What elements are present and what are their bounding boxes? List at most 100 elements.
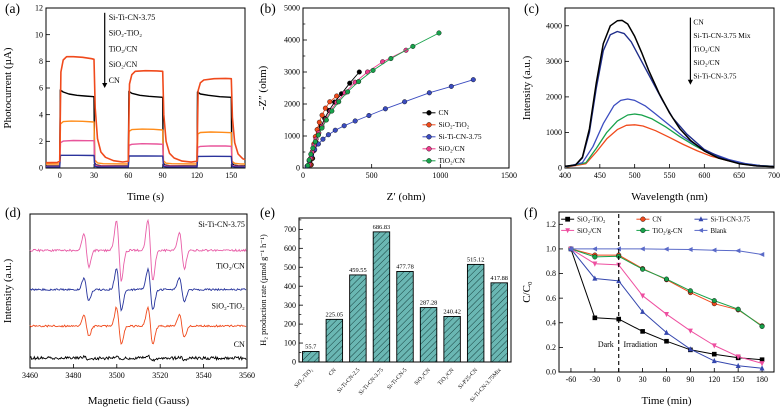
svg-text:SiO₂/CN: SiO₂/CN xyxy=(109,60,138,69)
svg-text:TiO₂/CN: TiO₂/CN xyxy=(216,262,245,271)
chart-f-degradation: -60 -30 0 30 60 90 120 150 180 0.0 0.2 0.4 0.6 0.8 1.0… xyxy=(521,211,775,407)
svg-text:Wavelength (nm): Wavelength (nm) xyxy=(631,191,708,203)
svg-text:SiO₂/CN: SiO₂/CN xyxy=(414,367,433,387)
svg-text:225.05: 225.05 xyxy=(326,311,344,318)
svg-text:1000: 1000 xyxy=(284,132,300,141)
svg-text:180: 180 xyxy=(756,375,768,384)
svg-text:60: 60 xyxy=(663,375,671,384)
svg-text:400: 400 xyxy=(559,171,571,180)
svg-text:120: 120 xyxy=(708,375,720,384)
svg-text:90: 90 xyxy=(159,171,167,180)
svg-text:0.2: 0.2 xyxy=(546,343,556,352)
svg-text:60: 60 xyxy=(124,171,132,180)
svg-text:3560: 3560 xyxy=(239,371,255,380)
svg-text:Si-Ti-CN-3.75: Si-Ti-CN-3.75 xyxy=(109,13,156,22)
svg-text:Si-Ti-CN-5: Si-Ti-CN-5 xyxy=(386,367,408,391)
svg-text:CN: CN xyxy=(328,367,338,378)
panel-d-epr-spectra: (d) 3460 3480 3500 3520 3540 3560 Magnetic fie… xyxy=(0,204,255,408)
svg-text:287.28: 287.28 xyxy=(420,300,438,307)
svg-text:500: 500 xyxy=(629,171,641,180)
svg-text:SiO₂-TiO₂: SiO₂-TiO₂ xyxy=(577,217,605,224)
svg-text:700: 700 xyxy=(284,225,296,234)
svg-text:TiO₂/CN: TiO₂/CN xyxy=(693,45,720,54)
svg-text:TiO₂/CN: TiO₂/CN xyxy=(109,44,138,53)
svg-text:0: 0 xyxy=(558,164,562,173)
svg-text:550: 550 xyxy=(664,171,676,180)
svg-text:1500: 1500 xyxy=(501,171,517,180)
svg-text:CN: CN xyxy=(109,76,120,85)
svg-text:500: 500 xyxy=(284,263,296,272)
svg-text:0: 0 xyxy=(39,164,43,173)
svg-text:CN: CN xyxy=(234,340,245,349)
svg-text:Time (s): Time (s) xyxy=(127,191,165,203)
svg-text:4000: 4000 xyxy=(546,21,562,30)
svg-text:0.4: 0.4 xyxy=(546,318,556,327)
svg-text:6: 6 xyxy=(39,84,43,93)
svg-text:C/C₀: C/C₀ xyxy=(521,281,533,303)
svg-text:4000: 4000 xyxy=(284,36,300,45)
svg-text:Irradiation: Irradiation xyxy=(624,340,658,349)
svg-text:0: 0 xyxy=(617,375,621,384)
svg-text:417.88: 417.88 xyxy=(490,275,508,282)
svg-text:300: 300 xyxy=(284,301,296,310)
panel-label-f: (f) xyxy=(524,205,538,220)
panel-c-pl-spectra: (c) 400 450 500 550 600 650 700 0 1000 2000 3000 40… xyxy=(519,0,782,204)
svg-text:-30: -30 xyxy=(589,375,600,384)
svg-text:SiO₂/CN: SiO₂/CN xyxy=(693,58,720,67)
svg-text:Dark: Dark xyxy=(598,340,614,349)
svg-text:Si-P25-CN: Si-P25-CN xyxy=(457,367,479,391)
svg-text:100: 100 xyxy=(284,339,296,348)
panel-f-degradation: (f) -60 -30 0 30 60 90 120 150 180 0.0 0.2 0.4 0.6 0.… xyxy=(519,204,782,408)
svg-text:SiO₂-TiO₂: SiO₂-TiO₂ xyxy=(212,302,246,311)
svg-text:Z′ (ohm): Z′ (ohm) xyxy=(387,191,426,203)
svg-text:0: 0 xyxy=(301,171,305,180)
svg-text:Si-Ti-CN-3.75 Mix: Si-Ti-CN-3.75 Mix xyxy=(693,31,751,40)
svg-text:Si-Ti-CN-2.5: Si-Ti-CN-2.5 xyxy=(336,367,361,394)
svg-text:0: 0 xyxy=(58,171,62,180)
chart-d-epr-spectra: 3460 3480 3500 3520 3540 3560 Magnetic field (… xyxy=(2,213,255,407)
svg-text:Si-Ti-CN-3.75: Si-Ti-CN-3.75 xyxy=(198,220,245,229)
svg-text:12: 12 xyxy=(35,4,43,13)
svg-text:Photocurrent (µA): Photocurrent (µA) xyxy=(2,47,14,129)
svg-text:SiO₂/CN: SiO₂/CN xyxy=(438,144,465,153)
svg-text:3540: 3540 xyxy=(196,371,212,380)
svg-text:477.78: 477.78 xyxy=(396,263,414,270)
svg-text:3460: 3460 xyxy=(22,371,38,380)
svg-text:H₂ production rate (µmol g⁻¹ h: H₂ production rate (µmol g⁻¹ h⁻¹) xyxy=(259,234,268,346)
svg-text:8: 8 xyxy=(39,57,43,66)
panel-label-d: (d) xyxy=(5,205,21,220)
svg-text:1.0: 1.0 xyxy=(546,245,556,254)
svg-text:TiO₂/CN: TiO₂/CN xyxy=(437,367,456,387)
svg-text:-60: -60 xyxy=(566,375,577,384)
svg-text:Magnetic field (Gauss): Magnetic field (Gauss) xyxy=(88,395,190,407)
svg-text:400: 400 xyxy=(284,282,296,291)
svg-text:90: 90 xyxy=(686,375,694,384)
svg-text:600: 600 xyxy=(284,244,296,253)
svg-text:Si-Ti-CN-3.75: Si-Ti-CN-3.75 xyxy=(358,367,385,396)
svg-text:459.55: 459.55 xyxy=(349,267,367,274)
svg-text:240.42: 240.42 xyxy=(443,308,461,315)
svg-text:1.2: 1.2 xyxy=(546,220,556,229)
svg-text:30: 30 xyxy=(90,171,98,180)
svg-text:CN: CN xyxy=(693,18,704,27)
svg-text:Blank: Blank xyxy=(710,228,727,235)
panel-e-h2-production-bars: (e) 0 100 200 300 400 500 600 700 H₂ production … xyxy=(255,204,519,408)
svg-text:SiO₂/CN: SiO₂/CN xyxy=(577,228,601,235)
svg-text:CN: CN xyxy=(652,217,662,224)
svg-text:Intensity (a.u.): Intensity (a.u.) xyxy=(2,258,14,323)
svg-text:0: 0 xyxy=(296,164,300,173)
svg-text:SiO₂-TiO₂: SiO₂-TiO₂ xyxy=(294,367,315,389)
svg-text:150: 150 xyxy=(225,171,237,180)
svg-text:3000: 3000 xyxy=(546,57,562,66)
svg-text:1000: 1000 xyxy=(546,128,562,137)
svg-text:3480: 3480 xyxy=(65,371,81,380)
svg-text:TiO₂/g-CN: TiO₂/g-CN xyxy=(652,228,682,235)
svg-text:3500: 3500 xyxy=(109,371,125,380)
chart-a-photocurrent: 0 30 60 90 120 150 0 2 4 6 8 10 12 Time (s) Photocurre… xyxy=(2,4,246,203)
svg-text:Time (min): Time (min) xyxy=(641,395,691,407)
svg-text:515.12: 515.12 xyxy=(467,256,485,263)
svg-text:10: 10 xyxy=(35,30,43,39)
svg-text:Si-Ti-CN-3.75: Si-Ti-CN-3.75 xyxy=(710,217,750,224)
svg-text:SiO₂-TiO₂: SiO₂-TiO₂ xyxy=(438,120,469,129)
svg-text:Intensity (a.u.): Intensity (a.u.) xyxy=(521,55,533,120)
